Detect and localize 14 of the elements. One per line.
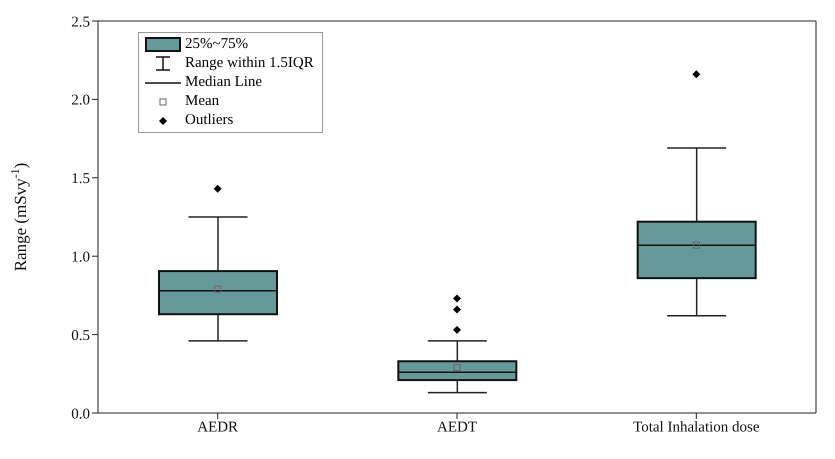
legend-label: Outliers — [185, 111, 234, 130]
annotation: Median Line — [185, 73, 262, 92]
legend-label: Mean — [185, 92, 220, 111]
x-tick-label: AEDT — [437, 420, 477, 436]
annotation: Range within 1.5IQR — [185, 54, 314, 73]
y-tick-label: 2.5 — [71, 14, 90, 30]
y-tick-label: 1.0 — [71, 250, 90, 266]
y-tick-label: 0.0 — [71, 406, 90, 422]
x-tick-label: AEDR — [197, 420, 238, 436]
y-tick-label: 1.5 — [71, 171, 90, 188]
legend-label: 25%~75% — [185, 35, 248, 54]
y-tick-label: 0.5 — [71, 328, 90, 344]
x-tick-label: Total Inhalation dose — [633, 420, 760, 436]
y-tick-label: 2.0 — [71, 92, 90, 109]
